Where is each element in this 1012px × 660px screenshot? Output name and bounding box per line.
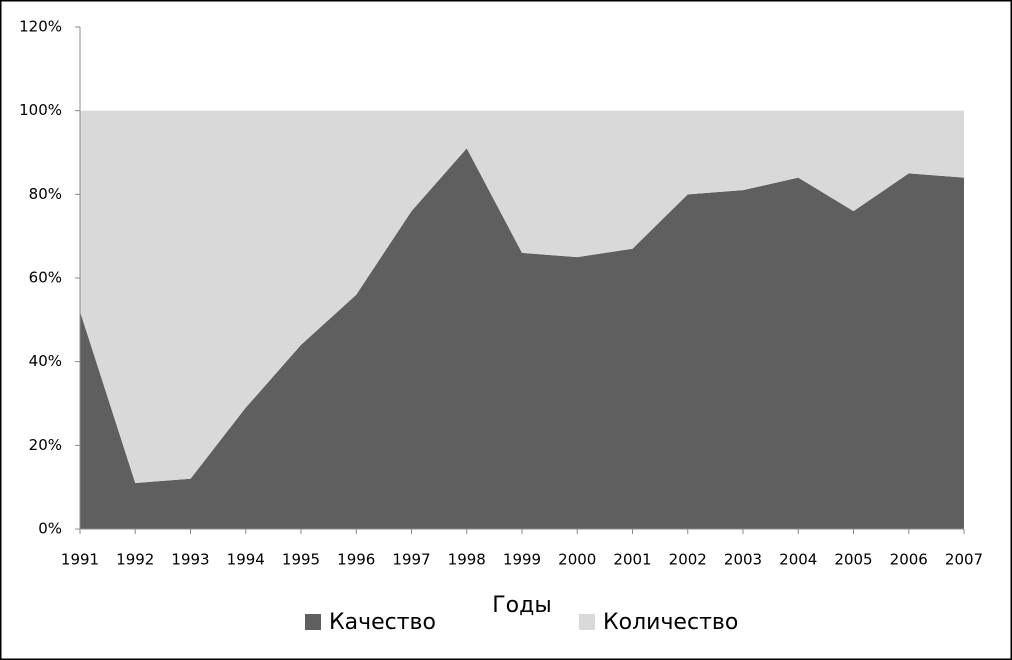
y-tick-label: 80% <box>29 185 62 203</box>
x-axis-title: Годы <box>492 593 551 618</box>
x-tick-label: 2002 <box>669 551 707 569</box>
area <box>80 148 964 530</box>
x-tick-label: 2001 <box>613 551 651 569</box>
x-tick-label: 2003 <box>724 551 762 569</box>
area <box>80 110 964 483</box>
x-tick-label: 1994 <box>227 551 265 569</box>
x-tick-label: 2007 <box>945 551 983 569</box>
x-tick-label: 1999 <box>503 551 541 569</box>
y-tick-label: 120% <box>19 18 62 36</box>
x-tick-label: 1993 <box>171 551 209 569</box>
legend-swatch <box>305 614 321 630</box>
legend-label: Количество <box>603 610 738 635</box>
x-tick-label: 2000 <box>558 551 596 569</box>
x-tick-label: 1998 <box>448 551 486 569</box>
y-tick-label: 40% <box>29 352 62 370</box>
x-tick-label: 1996 <box>337 551 375 569</box>
x-tick-label: 1995 <box>282 551 320 569</box>
legend-swatch <box>579 614 595 630</box>
x-tick-label: 1991 <box>61 551 99 569</box>
x-tick-label: 1997 <box>392 551 430 569</box>
x-tick-label: 2005 <box>834 551 872 569</box>
x-tick-label: 1992 <box>116 551 154 569</box>
legend-label: Качество <box>329 610 436 635</box>
y-tick-label: 0% <box>38 520 62 538</box>
x-tick-label: 2006 <box>890 551 928 569</box>
y-tick-label: 60% <box>29 269 62 287</box>
y-tick-label: 100% <box>19 101 62 119</box>
y-tick-label: 20% <box>29 436 62 454</box>
x-tick-label: 2004 <box>779 551 817 569</box>
